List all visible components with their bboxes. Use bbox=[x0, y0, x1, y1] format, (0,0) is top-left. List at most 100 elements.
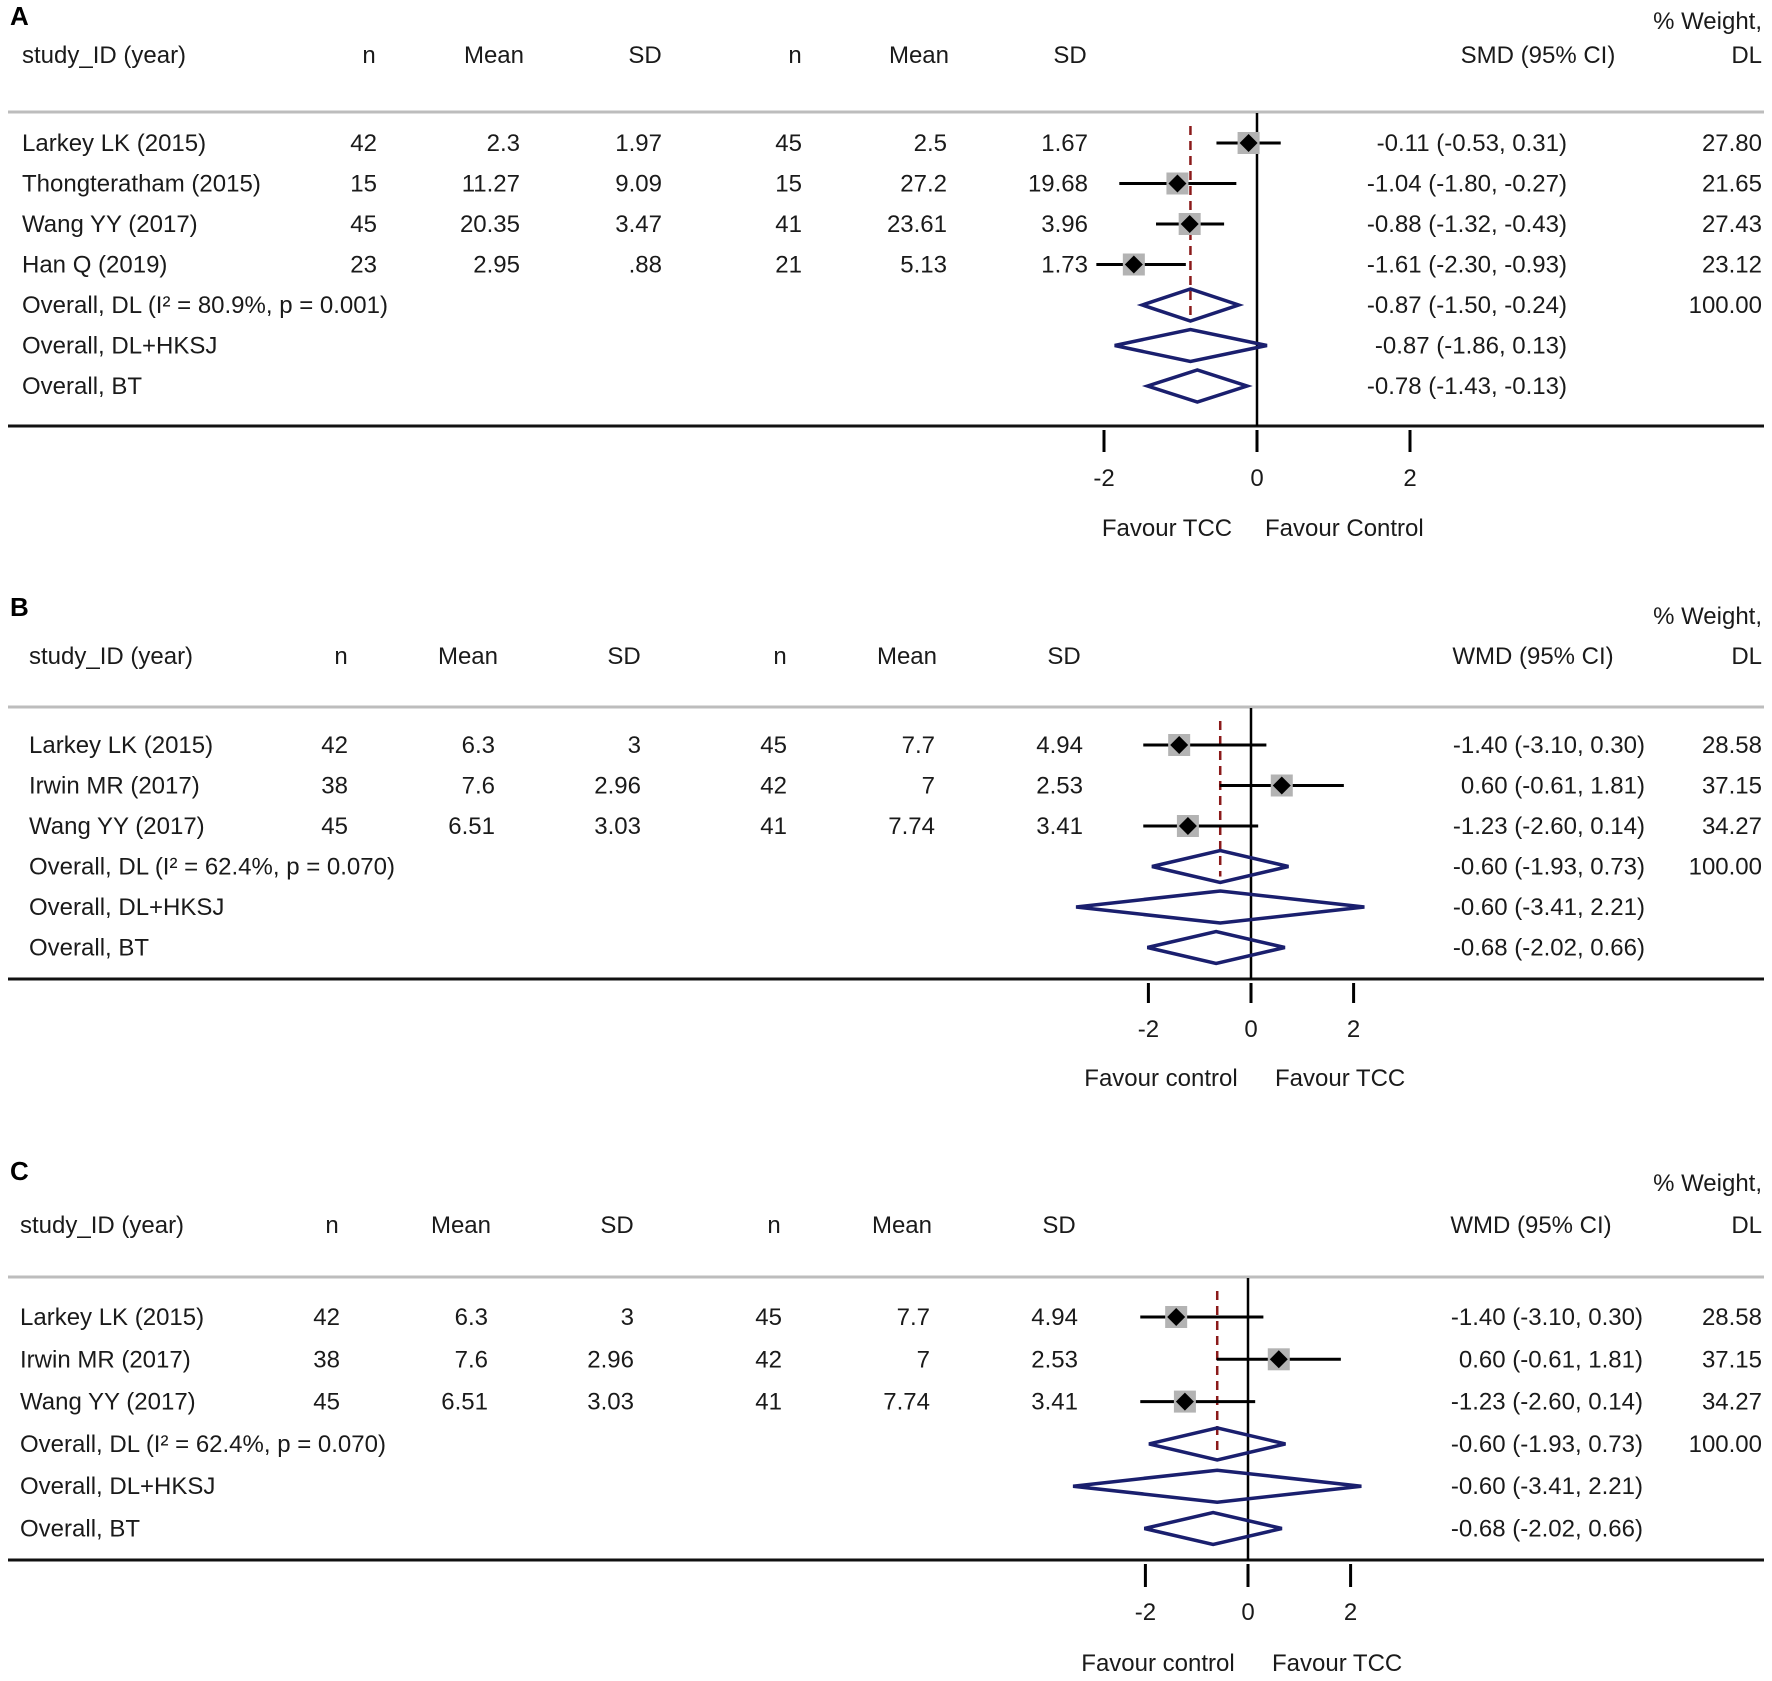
cell-sd-treatment: 3 bbox=[621, 1304, 634, 1331]
cell-n-control: 45 bbox=[760, 732, 787, 759]
weight-header-dl: DL bbox=[1731, 643, 1762, 670]
cell-mean-control: 7 bbox=[917, 1346, 930, 1373]
cell-weight: 100.00 bbox=[1689, 1431, 1762, 1458]
cell-sd-treatment: 2.96 bbox=[594, 773, 641, 800]
cell-weight: 37.15 bbox=[1702, 1346, 1762, 1373]
cell-weight: 37.15 bbox=[1702, 773, 1762, 800]
cell-mean-treatment: 7.6 bbox=[462, 773, 495, 800]
cell-n-treatment: 45 bbox=[313, 1389, 340, 1416]
cell-n-treatment: 42 bbox=[350, 130, 377, 157]
overall-label: Overall, BT bbox=[29, 935, 149, 962]
point-estimate bbox=[1168, 174, 1187, 193]
cell-sd-control: 3.96 bbox=[1041, 211, 1088, 238]
cell-mean-treatment: 20.35 bbox=[460, 211, 520, 238]
cell-effect-ci: -0.11 (-0.53, 0.31) bbox=[1377, 130, 1567, 157]
overall-label: Overall, DL (I² = 62.4%, p = 0.070) bbox=[20, 1431, 386, 1458]
x-tick-label: 2 bbox=[1347, 1016, 1360, 1043]
overall-label: Overall, DL (I² = 80.9%, p = 0.001) bbox=[22, 292, 388, 319]
study-label: Wang YY (2017) bbox=[20, 1389, 196, 1416]
cell-mean-treatment: 2.3 bbox=[487, 130, 520, 157]
cell-n-treatment: 42 bbox=[313, 1304, 340, 1331]
cell-weight: 28.58 bbox=[1702, 732, 1762, 759]
cell-effect-ci: -0.60 (-3.41, 2.21) bbox=[1451, 1473, 1643, 1500]
panel-label: B bbox=[10, 592, 29, 622]
cell-sd-control: 1.73 bbox=[1041, 252, 1088, 279]
cell-sd-control: 2.53 bbox=[1031, 1346, 1078, 1373]
study-label: Han Q (2019) bbox=[22, 252, 167, 279]
column-header-sd: SD bbox=[1047, 643, 1080, 670]
cell-weight: 27.80 bbox=[1702, 130, 1762, 157]
cell-sd-treatment: 3.03 bbox=[594, 813, 641, 840]
cell-mean-control: 7.7 bbox=[897, 1304, 930, 1331]
cell-mean-control: 5.13 bbox=[900, 252, 947, 279]
x-tick-label: 2 bbox=[1403, 465, 1416, 492]
cell-effect-ci: -0.78 (-1.43, -0.13) bbox=[1367, 373, 1567, 400]
cell-weight: 28.58 bbox=[1702, 1304, 1762, 1331]
pooled-diamond bbox=[1075, 889, 1365, 925]
cell-weight: 34.27 bbox=[1702, 813, 1762, 840]
point-estimate bbox=[1269, 1350, 1288, 1369]
column-header-n: n bbox=[788, 42, 801, 69]
overall-label: Overall, BT bbox=[22, 373, 142, 400]
column-header-sd: SD bbox=[607, 643, 640, 670]
cell-n-control: 45 bbox=[775, 130, 802, 157]
cell-effect-ci: -0.68 (-2.02, 0.66) bbox=[1451, 1516, 1643, 1543]
cell-sd-control: 2.53 bbox=[1036, 773, 1083, 800]
cell-n-control: 41 bbox=[760, 813, 787, 840]
cell-sd-treatment: 3 bbox=[628, 732, 641, 759]
panel-label: A bbox=[10, 1, 29, 31]
point-estimate bbox=[1170, 736, 1189, 754]
column-header-study: study_ID (year) bbox=[22, 42, 186, 69]
weight-header-dl: DL bbox=[1731, 42, 1762, 69]
cell-n-control: 41 bbox=[775, 211, 802, 238]
favour-left-label: Favour control bbox=[1084, 1065, 1237, 1092]
column-header-effect: WMD (95% CI) bbox=[1450, 1212, 1611, 1239]
x-tick-label: -2 bbox=[1138, 1016, 1159, 1043]
column-header-sd: SD bbox=[1053, 42, 1086, 69]
cell-sd-treatment: 3.03 bbox=[587, 1389, 634, 1416]
x-tick-label: 0 bbox=[1241, 1599, 1254, 1626]
cell-weight: 23.12 bbox=[1702, 252, 1762, 279]
pooled-diamond bbox=[1136, 287, 1245, 323]
cell-mean-control: 2.5 bbox=[914, 130, 947, 157]
study-label: Larkey LK (2015) bbox=[20, 1304, 204, 1331]
cell-n-treatment: 45 bbox=[321, 813, 348, 840]
cell-sd-control: 4.94 bbox=[1031, 1304, 1078, 1331]
cell-sd-control: 19.68 bbox=[1028, 171, 1088, 198]
column-header-sd: SD bbox=[1042, 1212, 1075, 1239]
cell-n-treatment: 45 bbox=[350, 211, 377, 238]
cell-effect-ci: -0.60 (-3.41, 2.21) bbox=[1453, 894, 1645, 921]
column-header-sd: SD bbox=[600, 1212, 633, 1239]
pooled-diamond bbox=[1143, 1510, 1283, 1547]
cell-mean-treatment: 11.27 bbox=[462, 171, 520, 198]
pooled-diamond bbox=[1141, 368, 1253, 404]
favour-left-label: Favour TCC bbox=[1102, 515, 1232, 542]
column-header-n: n bbox=[773, 643, 786, 670]
weight-header: % Weight, bbox=[1653, 8, 1762, 35]
column-header-effect: WMD (95% CI) bbox=[1452, 643, 1613, 670]
cell-weight: 27.43 bbox=[1702, 211, 1762, 238]
cell-weight: 100.00 bbox=[1689, 292, 1762, 319]
cell-sd-control: 3.41 bbox=[1031, 1389, 1078, 1416]
point-estimate bbox=[1239, 134, 1258, 152]
cell-mean-treatment: 6.3 bbox=[462, 732, 495, 759]
pooled-diamond bbox=[1151, 848, 1289, 885]
cell-weight: 34.27 bbox=[1702, 1389, 1762, 1416]
cell-n-control: 42 bbox=[755, 1346, 782, 1373]
overall-label: Overall, BT bbox=[20, 1516, 140, 1543]
weight-header-dl: DL bbox=[1731, 1212, 1762, 1239]
cell-sd-treatment: 3.47 bbox=[615, 211, 662, 238]
cell-mean-treatment: 6.51 bbox=[441, 1389, 488, 1416]
cell-sd-treatment: 9.09 bbox=[615, 171, 662, 198]
cell-effect-ci: -0.87 (-1.86, 0.13) bbox=[1375, 333, 1567, 360]
pooled-diamond bbox=[1072, 1468, 1362, 1504]
cell-effect-ci: 0.60 (-0.61, 1.81) bbox=[1459, 1346, 1643, 1373]
study-label: Larkey LK (2015) bbox=[29, 732, 213, 759]
cell-sd-treatment: .88 bbox=[629, 252, 662, 279]
cell-effect-ci: -1.23 (-2.60, 0.14) bbox=[1453, 813, 1645, 840]
cell-mean-treatment: 6.3 bbox=[455, 1304, 488, 1331]
point-estimate bbox=[1167, 1308, 1186, 1326]
x-tick-label: -2 bbox=[1093, 465, 1114, 492]
cell-sd-control: 3.41 bbox=[1036, 813, 1083, 840]
x-tick-label: 0 bbox=[1250, 465, 1263, 492]
